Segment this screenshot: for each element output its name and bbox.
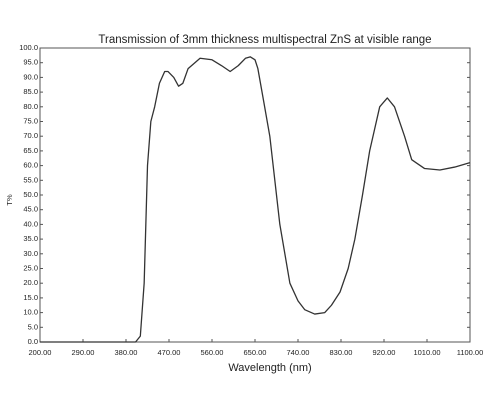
x-tick-label: 650.00 bbox=[244, 348, 267, 357]
y-tick-label: 90.0 bbox=[23, 72, 38, 81]
x-axis-label: Wavelength (nm) bbox=[228, 362, 311, 374]
y-tick-label: 25.0 bbox=[23, 263, 38, 272]
x-tick-label: 1100.00 bbox=[457, 348, 484, 357]
y-tick-label: 45.0 bbox=[23, 205, 38, 214]
y-tick-label: 60.0 bbox=[23, 161, 38, 170]
y-tick-label: 70.0 bbox=[23, 131, 38, 140]
chart-title: Transmission of 3mm thickness multispect… bbox=[98, 34, 431, 46]
x-tick-label: 920.00 bbox=[373, 348, 396, 357]
x-tick-label: 1010.00 bbox=[413, 348, 440, 357]
y-tick-label: 0.0 bbox=[28, 337, 38, 346]
x-tick-label: 740.00 bbox=[287, 348, 310, 357]
y-tick-label: 65.0 bbox=[23, 146, 38, 155]
y-tick-label: 40.0 bbox=[23, 219, 38, 228]
y-tick-label: 75.0 bbox=[23, 116, 38, 125]
x-tick-label: 560.00 bbox=[201, 348, 224, 357]
y-tick-label: 5.0 bbox=[28, 322, 38, 331]
y-tick-label: 95.0 bbox=[23, 58, 38, 67]
y-axis-label: T% bbox=[5, 194, 14, 206]
y-tick-label: 50.0 bbox=[23, 190, 38, 199]
y-tick-label: 35.0 bbox=[23, 234, 38, 243]
y-tick-label: 100.0 bbox=[19, 43, 38, 52]
y-tick-label: 30.0 bbox=[23, 249, 38, 258]
y-tick-label: 80.0 bbox=[23, 102, 38, 111]
y-tick-label: 85.0 bbox=[23, 87, 38, 96]
y-tick-label: 10.0 bbox=[23, 308, 38, 317]
x-tick-label: 290.00 bbox=[72, 348, 95, 357]
y-tick-label: 15.0 bbox=[23, 293, 38, 302]
y-tick-label: 20.0 bbox=[23, 278, 38, 287]
transmission-line bbox=[40, 56, 471, 343]
x-tick-label: 470.00 bbox=[158, 348, 181, 357]
y-tick-label: 55.0 bbox=[23, 175, 38, 184]
x-tick-label: 200.00 bbox=[29, 348, 52, 357]
x-tick-label: 830.00 bbox=[330, 348, 353, 357]
plot-frame bbox=[39, 47, 471, 343]
x-tick-label: 380.00 bbox=[115, 348, 138, 357]
